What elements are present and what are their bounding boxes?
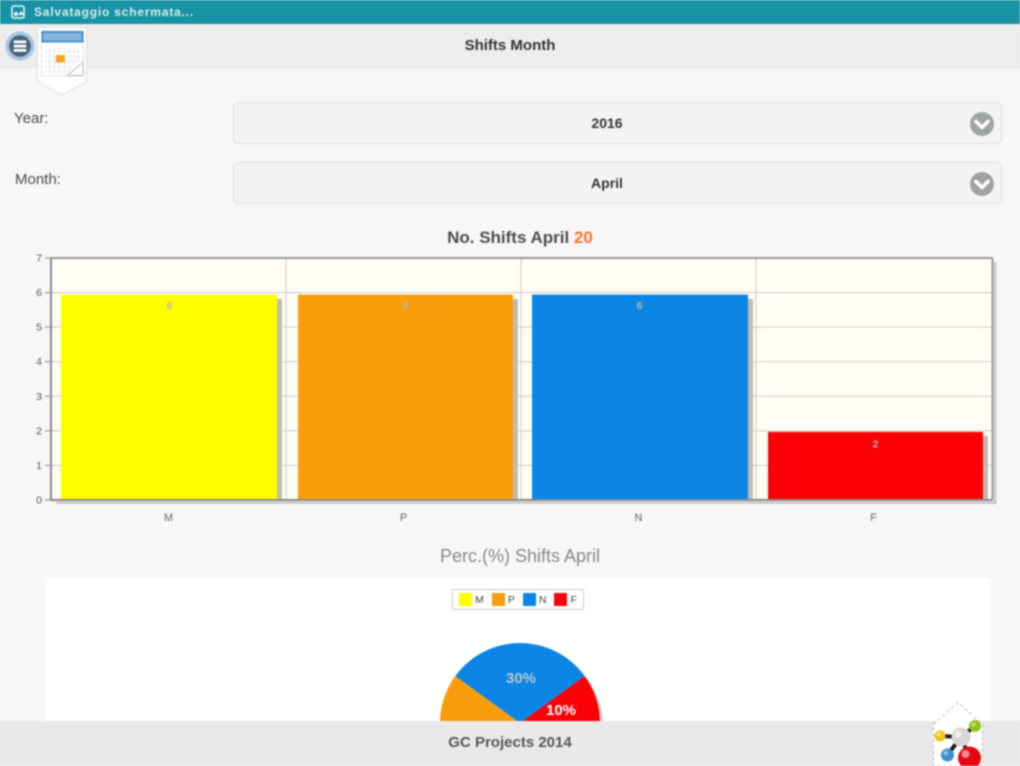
svg-text:1: 1: [36, 460, 42, 472]
svg-text:M: M: [164, 512, 173, 524]
svg-text:6: 6: [36, 287, 42, 299]
svg-text:5: 5: [36, 322, 42, 334]
svg-text:6: 6: [637, 300, 643, 312]
svg-text:10%: 10%: [546, 702, 576, 719]
svg-text:0: 0: [36, 495, 42, 507]
svg-text:2: 2: [36, 425, 42, 437]
svg-text:2: 2: [873, 439, 879, 451]
svg-text:4: 4: [36, 356, 42, 368]
svg-text:P: P: [400, 512, 407, 524]
svg-text:3: 3: [36, 391, 42, 403]
svg-text:N: N: [635, 512, 643, 524]
svg-text:F: F: [870, 512, 877, 524]
svg-text:7: 7: [36, 253, 42, 265]
svg-text:6: 6: [167, 300, 173, 312]
svg-text:6: 6: [403, 300, 409, 312]
svg-text:30%: 30%: [506, 670, 536, 687]
